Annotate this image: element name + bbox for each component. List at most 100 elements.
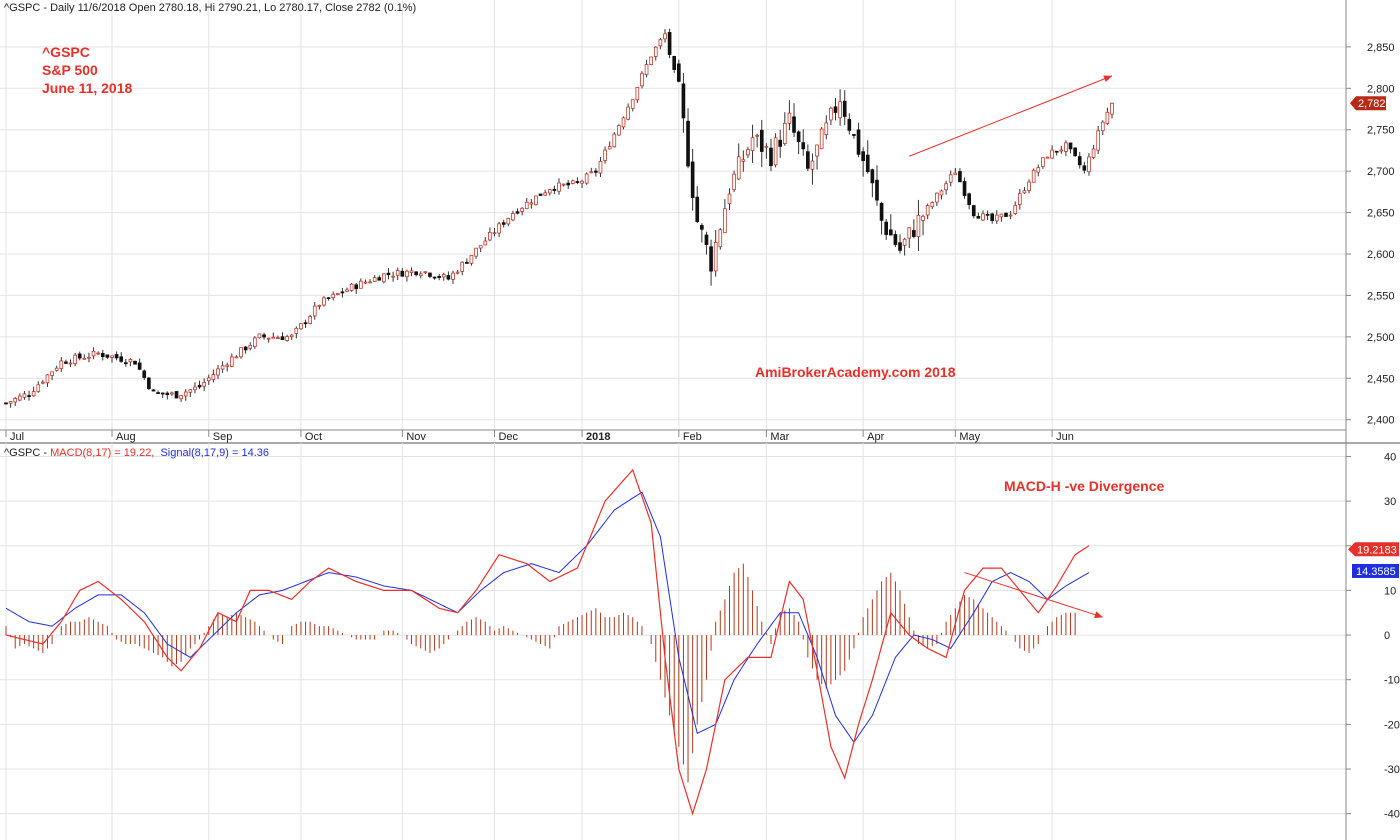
candle	[709, 239, 713, 286]
candle-body-down	[971, 205, 976, 217]
candle	[939, 189, 944, 200]
candle	[1087, 152, 1091, 176]
watermark: AmiBrokerAcademy.com 2018	[755, 364, 956, 380]
candle	[211, 369, 216, 383]
candle-body-up	[1105, 111, 1110, 124]
candle-body-up	[630, 99, 635, 109]
candle-body-down	[174, 391, 179, 399]
candle	[741, 150, 746, 172]
candle-body-up	[557, 182, 561, 192]
candle	[663, 29, 667, 43]
candle	[4, 402, 8, 405]
candle	[999, 213, 1004, 222]
candle	[45, 374, 50, 387]
candle	[898, 234, 902, 254]
candle-body-up	[59, 360, 64, 369]
candle-body-up	[727, 193, 732, 204]
x-tick-label: Nov	[406, 431, 426, 443]
candle	[1036, 164, 1041, 177]
candle	[8, 401, 13, 408]
candle-body-up	[50, 371, 54, 376]
candle-body-down	[990, 213, 995, 221]
candle-body-down	[64, 361, 68, 364]
candle-body-up	[981, 213, 985, 221]
candle-body-up	[128, 359, 133, 363]
candle	[635, 87, 640, 103]
candle-body-down	[898, 242, 902, 251]
x-tick-label: May	[959, 431, 980, 443]
signal-value-label: 14.3585	[1356, 566, 1396, 578]
candle	[764, 143, 769, 159]
candle	[626, 103, 630, 121]
candle-body-up	[31, 391, 36, 397]
macd-header-signal: Signal(8,17,9) = 14.36	[160, 447, 269, 459]
candle-body-down	[676, 63, 681, 82]
candle-body-up	[607, 146, 612, 150]
candle-body-up	[216, 368, 220, 376]
macd-y-tick-label: -30	[1384, 764, 1400, 776]
candle-body-up	[239, 347, 243, 358]
candle	[1041, 157, 1045, 169]
candle	[630, 99, 635, 112]
candle-body-up	[469, 255, 474, 264]
candle	[534, 195, 538, 206]
candle-body-up	[91, 350, 96, 357]
candle-body-down	[1004, 212, 1008, 217]
candle-body-up	[483, 240, 488, 246]
x-tick-label: Jul	[10, 431, 24, 443]
candle	[197, 380, 202, 390]
candle-body-up	[736, 156, 741, 180]
candle-body-down	[690, 161, 695, 198]
candle	[713, 229, 718, 277]
macd-value-label: 19.2183	[1357, 544, 1397, 556]
candle	[395, 267, 400, 280]
candle	[488, 227, 492, 242]
candle	[607, 141, 612, 150]
candle	[930, 201, 935, 209]
candle-body-up	[603, 149, 607, 161]
candle-body-up	[322, 297, 326, 306]
candle	[299, 323, 303, 330]
candle-body-up	[902, 238, 907, 246]
candle	[253, 336, 257, 349]
candle	[589, 167, 594, 174]
candle	[557, 178, 561, 195]
candle	[465, 258, 469, 264]
candle-body-up	[750, 137, 755, 151]
candle-body-down	[801, 142, 806, 150]
candle-body-up	[349, 283, 354, 291]
candle-body-up	[1045, 156, 1050, 159]
candle	[91, 347, 96, 360]
candle	[13, 397, 18, 406]
macd-trend-arrow	[964, 572, 1103, 618]
x-tick-label: Dec	[498, 431, 518, 443]
candle-body-down	[861, 151, 865, 162]
candle	[151, 389, 156, 392]
candle-body-up	[455, 271, 460, 274]
candle-body-up	[782, 123, 787, 145]
candle	[359, 278, 363, 289]
price-y-tick-label: 2,550	[1367, 290, 1395, 302]
candle	[727, 188, 732, 211]
candle	[875, 165, 879, 206]
x-tick-label: Mar	[770, 431, 789, 443]
candle-body-down	[114, 354, 119, 359]
candle-body-down	[976, 215, 981, 219]
candle	[566, 180, 571, 189]
candle	[340, 287, 345, 298]
candle	[349, 282, 354, 292]
candle	[515, 208, 520, 215]
candle-body-up	[838, 101, 842, 119]
candle	[842, 90, 847, 126]
candle-body-up	[372, 277, 377, 282]
price-y-tick-label: 2,750	[1367, 125, 1395, 137]
price-pane: ^GSPC - Daily 11/6/2018 Open 2780.18, Hi…	[0, 0, 1395, 430]
candle-body-up	[331, 293, 336, 299]
candle-body-down	[575, 181, 580, 183]
candle-body-up	[907, 227, 912, 239]
candle-body-up	[511, 213, 515, 221]
candle-body-up	[635, 87, 640, 101]
candle-body-up	[994, 214, 999, 222]
candle	[506, 217, 511, 227]
